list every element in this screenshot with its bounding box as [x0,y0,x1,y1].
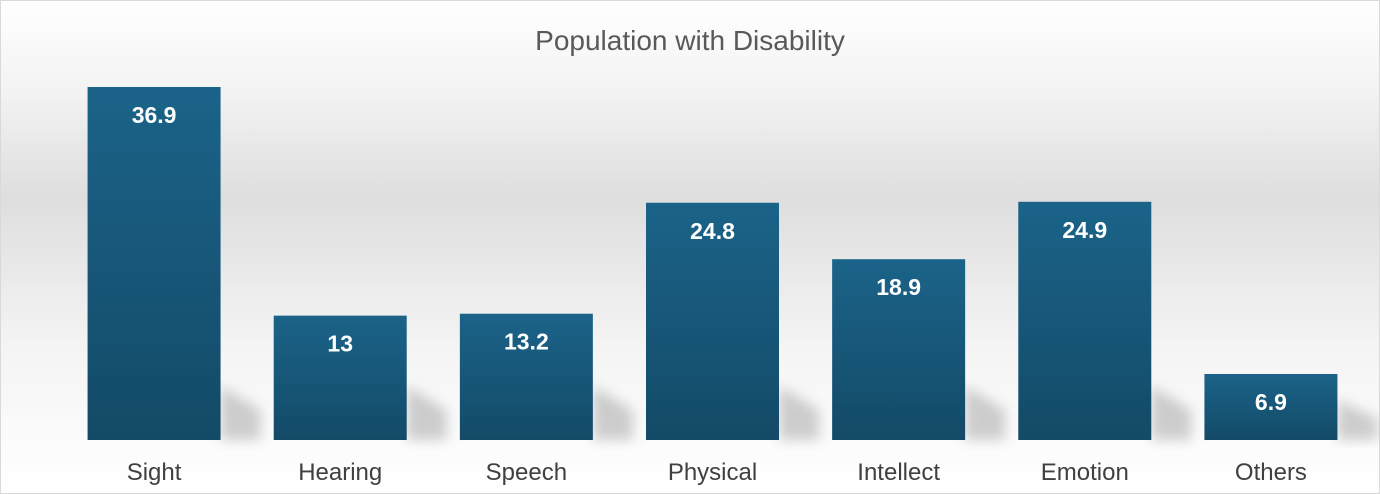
value-label-hearing: 13 [327,331,353,357]
chart-title: Population with Disability [535,25,845,56]
bar-shadows [220,386,1378,440]
bar-physical [646,202,779,440]
category-label-hearing: Hearing [298,459,382,486]
bar-shadow-intellect [965,386,1006,440]
value-labels-group: 36.9 13 13.2 24.8 18.9 24.9 6.9 [132,102,1287,415]
bars-group [87,87,1338,440]
value-label-speech: 13.2 [504,329,549,355]
bar-shadow-others [1337,400,1378,440]
value-label-sight: 36.9 [132,102,177,128]
bar-shadow-emotion [1151,386,1192,440]
category-label-sight: Sight [127,459,182,486]
bar-sight [87,87,221,440]
bar-speech [459,313,593,440]
category-label-emotion: Emotion [1041,459,1129,486]
bar-shadow-speech [592,386,633,440]
value-label-physical: 24.8 [690,218,735,244]
category-label-others: Others [1235,459,1307,486]
bar-shadow-hearing [406,386,447,440]
category-label-speech: Speech [486,459,567,486]
bar-others [1204,373,1338,440]
category-label-intellect: Intellect [857,459,940,486]
bar-shadow-sight [220,386,261,440]
bar-emotion [1018,201,1152,440]
bar-shadow-physical [779,386,819,440]
value-label-others: 6.9 [1255,389,1287,415]
category-label-physical: Physical [668,459,757,486]
value-label-emotion: 24.9 [1062,217,1107,243]
category-labels-group: Sight Hearing Speech Physical Intellect Emoti… [127,459,1307,486]
value-label-intellect: 18.9 [876,274,921,300]
bar-hearing [273,315,407,440]
bar-intellect [832,259,966,440]
